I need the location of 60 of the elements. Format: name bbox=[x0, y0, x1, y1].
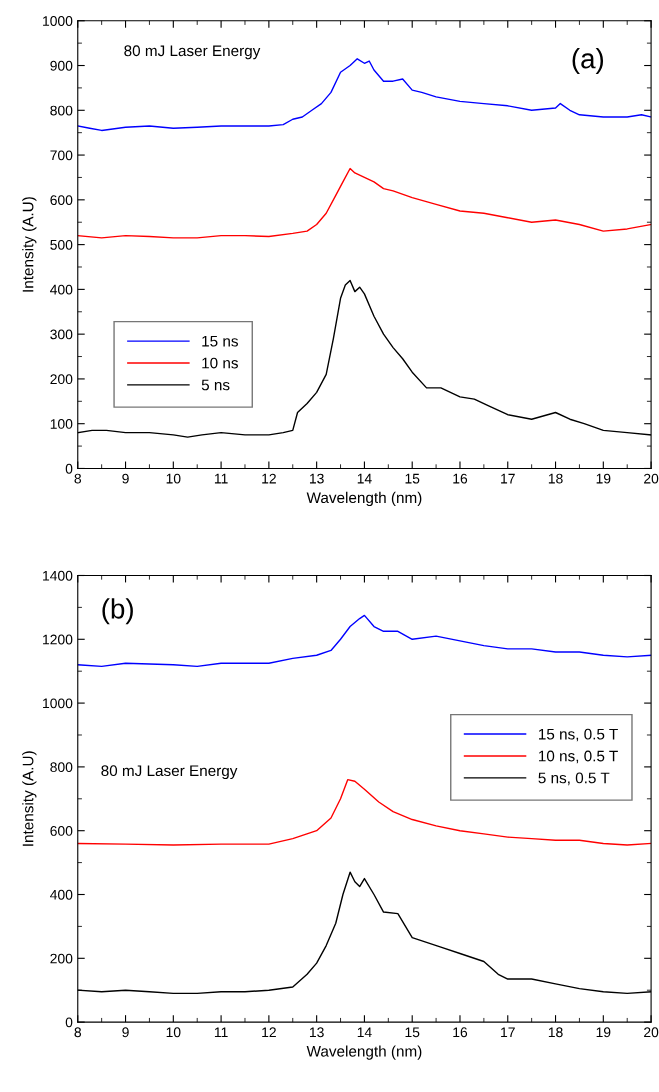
legend-label: 5 ns, 0.5 T bbox=[538, 772, 610, 786]
x-tick-label: 19 bbox=[596, 1027, 611, 1038]
y-tick-label: 200 bbox=[50, 374, 73, 385]
x-tick-label: 10 bbox=[166, 473, 181, 484]
x-tick-label: 19 bbox=[596, 473, 611, 484]
y-tick-label: 1400 bbox=[43, 570, 73, 581]
y-axis-title: Intensity (A.U) bbox=[22, 197, 37, 292]
y-tick-label: 0 bbox=[65, 1017, 73, 1028]
y-tick-label: 1000 bbox=[43, 16, 73, 26]
x-tick-label: 15 bbox=[405, 473, 420, 484]
y-tick-label: 200 bbox=[50, 953, 73, 964]
x-tick-label: 14 bbox=[357, 1027, 372, 1038]
y-tick-label: 400 bbox=[50, 889, 73, 900]
x-tick-label: 16 bbox=[453, 473, 468, 484]
x-tick-label: 12 bbox=[262, 473, 276, 484]
y-tick-label: 400 bbox=[50, 284, 73, 295]
x-tick-label: 17 bbox=[501, 473, 515, 484]
x-tick-label: 16 bbox=[453, 1027, 468, 1038]
y-tick-label: 0 bbox=[65, 463, 73, 474]
y-tick-label: 600 bbox=[50, 826, 73, 836]
x-tick-label: 14 bbox=[357, 473, 372, 484]
legend-label: 15 ns bbox=[202, 335, 238, 347]
y-tick-label: 800 bbox=[50, 105, 73, 116]
x-tick-label: 18 bbox=[548, 473, 563, 484]
y-tick-label: 1000 bbox=[43, 698, 73, 709]
x-axis-title: Wavelength (nm) bbox=[306, 1045, 422, 1060]
x-tick-label: 11 bbox=[214, 1027, 228, 1038]
legend-label: 10 ns, 0.5 T bbox=[539, 750, 618, 764]
y-tick-label: 300 bbox=[50, 329, 73, 340]
x-tick-label: 13 bbox=[309, 473, 324, 484]
annotation: 80 mJ Laser Energy bbox=[124, 45, 261, 60]
x-tick-label: 20 bbox=[644, 1027, 659, 1038]
x-tick-label: 15 bbox=[405, 1027, 420, 1038]
y-tick-label: 600 bbox=[50, 195, 73, 206]
x-tick-label: 12 bbox=[262, 1027, 276, 1038]
x-axis-title: Wavelength (nm) bbox=[306, 491, 422, 507]
y-axis-title: Intensity (A.U) bbox=[22, 751, 37, 846]
x-tick-label: 20 bbox=[644, 473, 659, 484]
annotation: 80 mJ Laser Energy bbox=[101, 765, 238, 780]
y-tick-label: 700 bbox=[50, 150, 73, 161]
x-tick-label: 9 bbox=[122, 473, 129, 484]
x-tick-label: 17 bbox=[501, 1027, 515, 1038]
x-tick-label: 13 bbox=[309, 1027, 324, 1038]
y-tick-label: 1200 bbox=[43, 634, 73, 645]
annotation: (b) bbox=[102, 598, 133, 625]
legend-label: 15 ns, 0.5 T bbox=[539, 728, 618, 742]
line-series bbox=[77, 167, 652, 239]
legend-label: 10 ns bbox=[202, 357, 238, 369]
legend-label: 5 ns bbox=[201, 379, 230, 391]
y-tick-label: 100 bbox=[50, 419, 73, 429]
y-tick-label: 900 bbox=[50, 60, 73, 71]
y-tick-label: 800 bbox=[50, 762, 73, 773]
y-tick-label: 500 bbox=[50, 239, 73, 250]
x-tick-label: 10 bbox=[166, 1027, 181, 1038]
x-tick-label: 9 bbox=[122, 1027, 129, 1038]
x-tick-label: 18 bbox=[548, 1027, 563, 1038]
x-tick-label: 8 bbox=[74, 473, 82, 484]
x-tick-label: 8 bbox=[74, 1027, 82, 1038]
annotation: (a) bbox=[572, 48, 604, 74]
x-tick-label: 11 bbox=[214, 473, 228, 484]
